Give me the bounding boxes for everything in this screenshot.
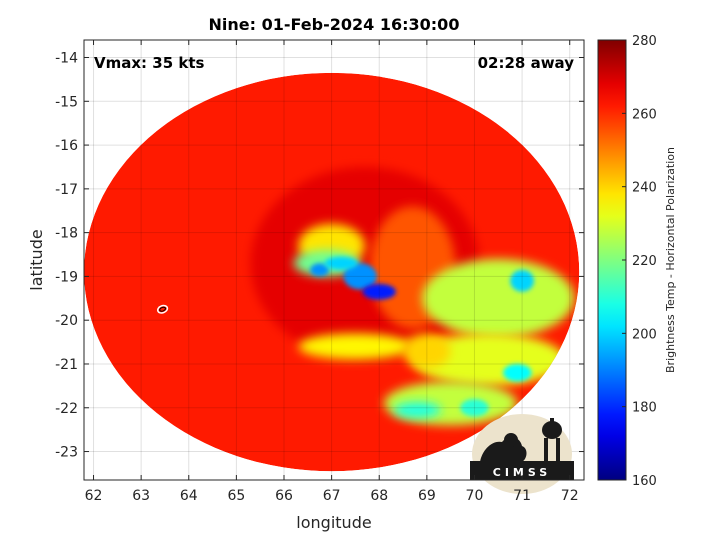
x-tick-label: 65: [227, 488, 245, 504]
x-tick-label: 64: [180, 488, 198, 504]
colorbar-tick-label: 220: [632, 254, 657, 269]
contour-marker-inner: [159, 306, 166, 312]
swath-feature: [298, 333, 413, 360]
swath-feature: [343, 263, 377, 290]
swath-feature: [460, 399, 489, 417]
y-tick-label: -14: [55, 51, 78, 67]
x-tick-label: 69: [418, 488, 436, 504]
y-tick-label: -18: [55, 226, 78, 242]
y-tick-label: -21: [55, 357, 78, 373]
y-tick-label: -16: [55, 138, 78, 154]
colorbar-tick-label: 260: [632, 107, 657, 122]
y-tick-label: -17: [55, 182, 78, 198]
grid-lines: [84, 40, 584, 480]
vmax-annotation: Vmax: 35 kts: [94, 54, 204, 72]
axes-frame: [83, 39, 585, 481]
swath-feature: [362, 283, 396, 300]
swath-feature: [384, 381, 518, 426]
x-tick-label: 70: [466, 488, 484, 504]
contour-marker: [156, 304, 169, 314]
x-tick-label: 67: [323, 488, 341, 504]
colorbar: [597, 39, 627, 481]
swath-feature: [510, 269, 534, 292]
swath-feature: [403, 333, 451, 369]
colorbar-tick-label: 280: [632, 34, 657, 49]
swath-feature: [393, 402, 442, 418]
swath-feature: [324, 256, 358, 270]
colorbar-tick-label: 240: [632, 181, 657, 196]
swath-feature: [422, 258, 575, 338]
y-tick-label: -20: [55, 313, 78, 329]
x-tick-label: 66: [275, 488, 293, 504]
cimss-logo: CIMSS: [470, 414, 574, 494]
cimss-logo-text: CIMSS: [493, 466, 551, 479]
y-axis-ticks: -14 -15 -16 -17 -18 -19 -20 -21 -22 -23: [55, 51, 584, 461]
x-axis-label: longitude: [296, 513, 371, 532]
swath-feature: [503, 363, 532, 382]
colorbar-tick-label: 200: [632, 327, 657, 342]
time-offset-annotation: 02:28 away: [478, 54, 575, 72]
y-tick-label: -23: [55, 445, 78, 461]
y-tick-label: -19: [55, 269, 78, 285]
swath-layer: [84, 72, 580, 472]
colorbar-tick-label: 160: [632, 474, 657, 489]
colorbar-ticks: 160 180 200 220 240 260 280: [622, 34, 657, 489]
feature-layer: [250, 166, 575, 426]
colorbar-tick-label: 180: [632, 401, 657, 416]
y-axis-label: latitude: [27, 229, 46, 290]
y-tick-label: -15: [55, 94, 78, 110]
swath-feature: [310, 263, 330, 277]
x-tick-label: 71: [513, 488, 531, 504]
x-tick-label: 63: [132, 488, 150, 504]
x-axis-ticks: 62 63 64 65 66 67 68 69 70 71 72: [85, 40, 579, 504]
x-tick-label: 62: [85, 488, 103, 504]
chart-title: Nine: 01-Feb-2024 16:30:00: [209, 15, 460, 34]
x-tick-label: 72: [561, 488, 579, 504]
y-tick-label: -22: [55, 401, 78, 417]
x-tick-label: 68: [370, 488, 388, 504]
colorbar-label: Brightness Temp - Horizontal Polarizatio…: [664, 147, 677, 373]
